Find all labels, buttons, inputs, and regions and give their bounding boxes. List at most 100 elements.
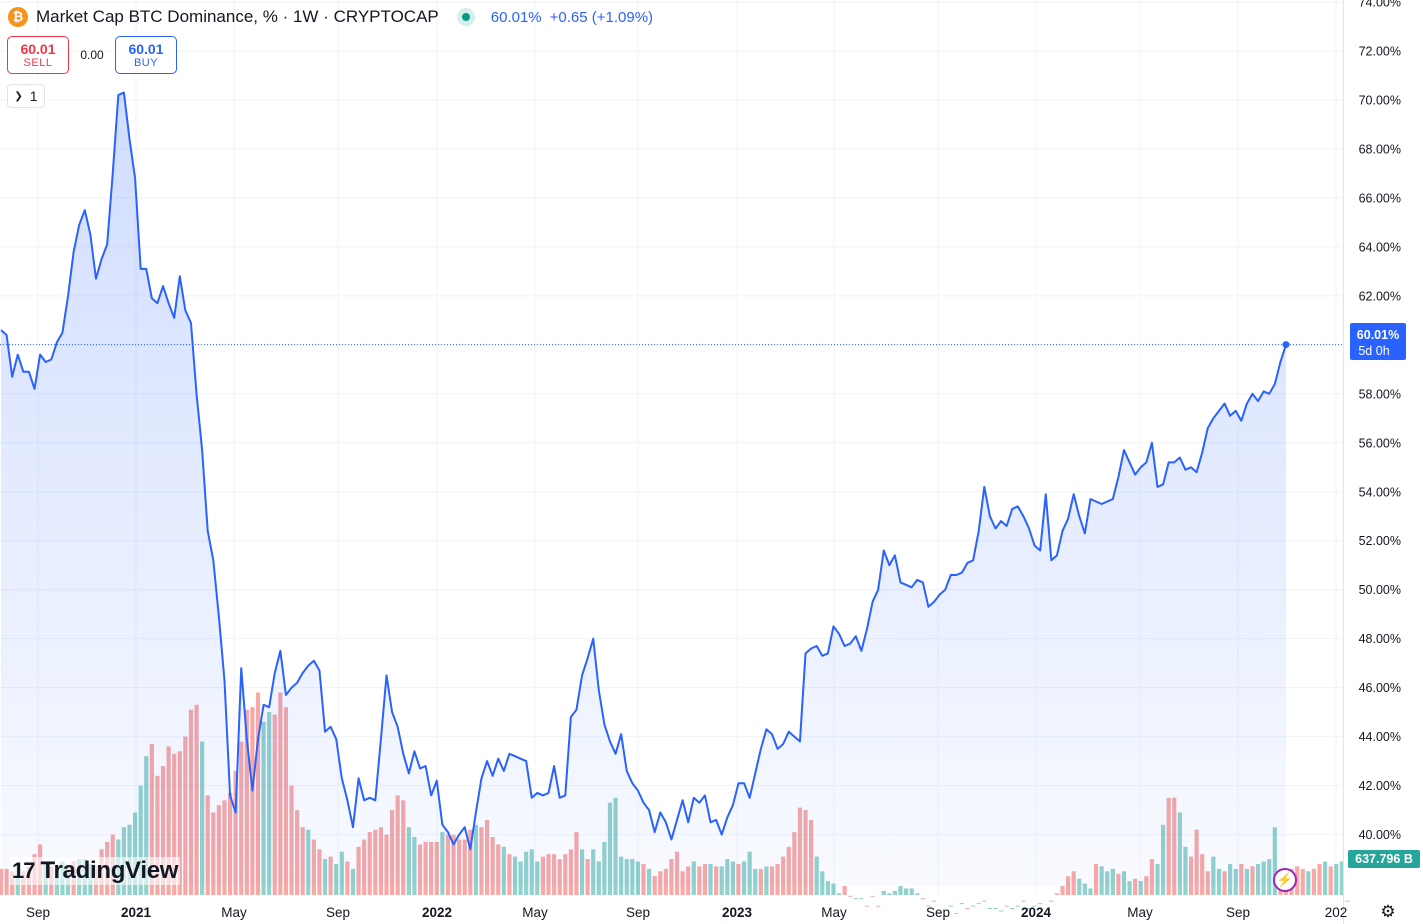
indicators-toggle-button[interactable]: ❯ 1 [7,84,45,108]
x-tick-label: May [1127,905,1153,920]
volume-bar [959,903,965,905]
volume-bar [1054,893,1060,895]
gridlines [0,0,1343,895]
price-badge-countdown: 5d 0h [1358,344,1389,358]
x-tick-label: Sep [26,905,50,920]
buy-label: BUY [133,56,159,69]
volume-bar [1032,905,1037,907]
volume-badge: 637.796 B [1348,850,1420,868]
buy-button[interactable]: 60.01 BUY [115,36,177,74]
tradingview-logo[interactable]: 17 TradingView [10,857,181,885]
volume-bar [1077,878,1082,895]
x-tick-label: 202 [1325,905,1348,920]
volume-bar [1300,868,1305,895]
volume-bar [1043,912,1048,914]
y-tick-label: 52.00% [1359,534,1401,548]
spread-value: 0.00 [80,48,104,62]
volume-bar [920,898,925,900]
volume-bar [926,905,931,907]
volume-bar [1311,868,1317,895]
volume-bar [859,898,864,900]
symbol-title[interactable]: Market Cap BTC Dominance, % · 1W · CRYPT… [36,7,439,26]
volume-bar [1021,900,1026,902]
volume-bar [903,888,909,895]
price-badge-value: 60.01% [1357,328,1399,342]
x-tick-label: 2022 [422,905,452,920]
volume-bar [915,893,920,895]
volume-bar [971,905,976,907]
volume-bar [1038,903,1043,905]
volume-bar [1088,888,1093,895]
x-tick-label: 2023 [722,905,753,920]
volume-bar [993,908,998,909]
volume-bar [1317,864,1322,895]
volume-bar [1295,866,1300,895]
volume-bar [881,890,886,895]
x-tick-label: Sep [626,905,650,920]
volume-bar [825,881,830,895]
y-tick-label: 56.00% [1359,436,1401,450]
volume-bar [954,912,959,914]
gear-icon[interactable]: ⚙ [1380,902,1396,921]
volume-bar [898,886,903,895]
volume-bar [1082,883,1087,895]
y-tick-label: 48.00% [1359,632,1401,646]
volume-bar [948,905,953,907]
volume-bar [1138,881,1143,895]
volume-badge-value: 637.796 B [1355,852,1413,866]
trade-panel: 60.01 SELL 0.00 60.01 BUY [7,36,177,74]
volume-bar [1345,900,1350,902]
volume-bar [836,893,842,895]
y-tick-label: 68.00% [1359,142,1401,156]
x-tick-label: 2021 [121,905,152,920]
volume-bar [853,898,858,900]
volume-bar [937,912,942,914]
volume-bar [870,895,875,897]
lightning-icon[interactable]: ⚡ [1273,868,1297,892]
volume-bar [1334,864,1339,895]
y-tick-label: 66.00% [1359,191,1401,205]
bitcoin-icon: ₿ [8,7,28,27]
y-tick-label: 42.00% [1359,779,1401,793]
volume-bar [1049,900,1054,902]
volume-bar [848,895,853,897]
volume-bar [1015,905,1020,907]
market-status-icon[interactable] [456,8,475,26]
volume-bar [1339,861,1344,895]
volume-bar [1010,908,1015,909]
y-tick-label: 72.00% [1359,44,1401,58]
tradingview-logo-text: TradingView [40,857,179,884]
chevron-down-icon: ❯ [14,90,23,102]
volume-bar [864,905,870,907]
buy-price: 60.01 [128,40,164,57]
volume-bar [892,890,898,895]
y-tick-label: 62.00% [1359,289,1401,303]
time-axis[interactable]: Sep 2021 May Sep 2022 May Sep 2023 May Sep 2024 May… [26,905,1347,920]
y-tick-label: 44.00% [1359,730,1401,744]
volume-bar [982,900,987,902]
tradingview-logo-mark: 17 [12,858,36,883]
last-price: 60.01% [490,8,542,26]
price-axis[interactable]: 40.00% 42.00% 44.00% 46.00% 48.00% 50.00% 52.0… [1359,0,1401,842]
x-tick-label: 2024 [1021,905,1052,920]
y-tick-label: 64.00% [1359,240,1401,254]
volume-bar [1133,878,1138,895]
volume-bar [998,910,1004,912]
volume-bar [909,888,914,895]
volume-bar [842,886,847,895]
y-tick-label: 46.00% [1359,681,1401,695]
y-tick-label: 40.00% [1359,828,1401,842]
sell-button[interactable]: 60.01 SELL [7,36,69,74]
volume-bar [987,908,992,909]
price-change: +0.65 (+1.09%) [549,8,654,26]
volume-bar [887,893,892,895]
x-tick-label: May [821,905,847,920]
y-tick-label: 74.00% [1359,0,1401,10]
volume-bar [943,915,948,917]
volume-bar [1060,886,1065,895]
volume-bar [831,883,836,895]
x-tick-label: May [221,905,247,920]
price-line [0,91,1287,851]
y-tick-label: 58.00% [1359,387,1401,401]
